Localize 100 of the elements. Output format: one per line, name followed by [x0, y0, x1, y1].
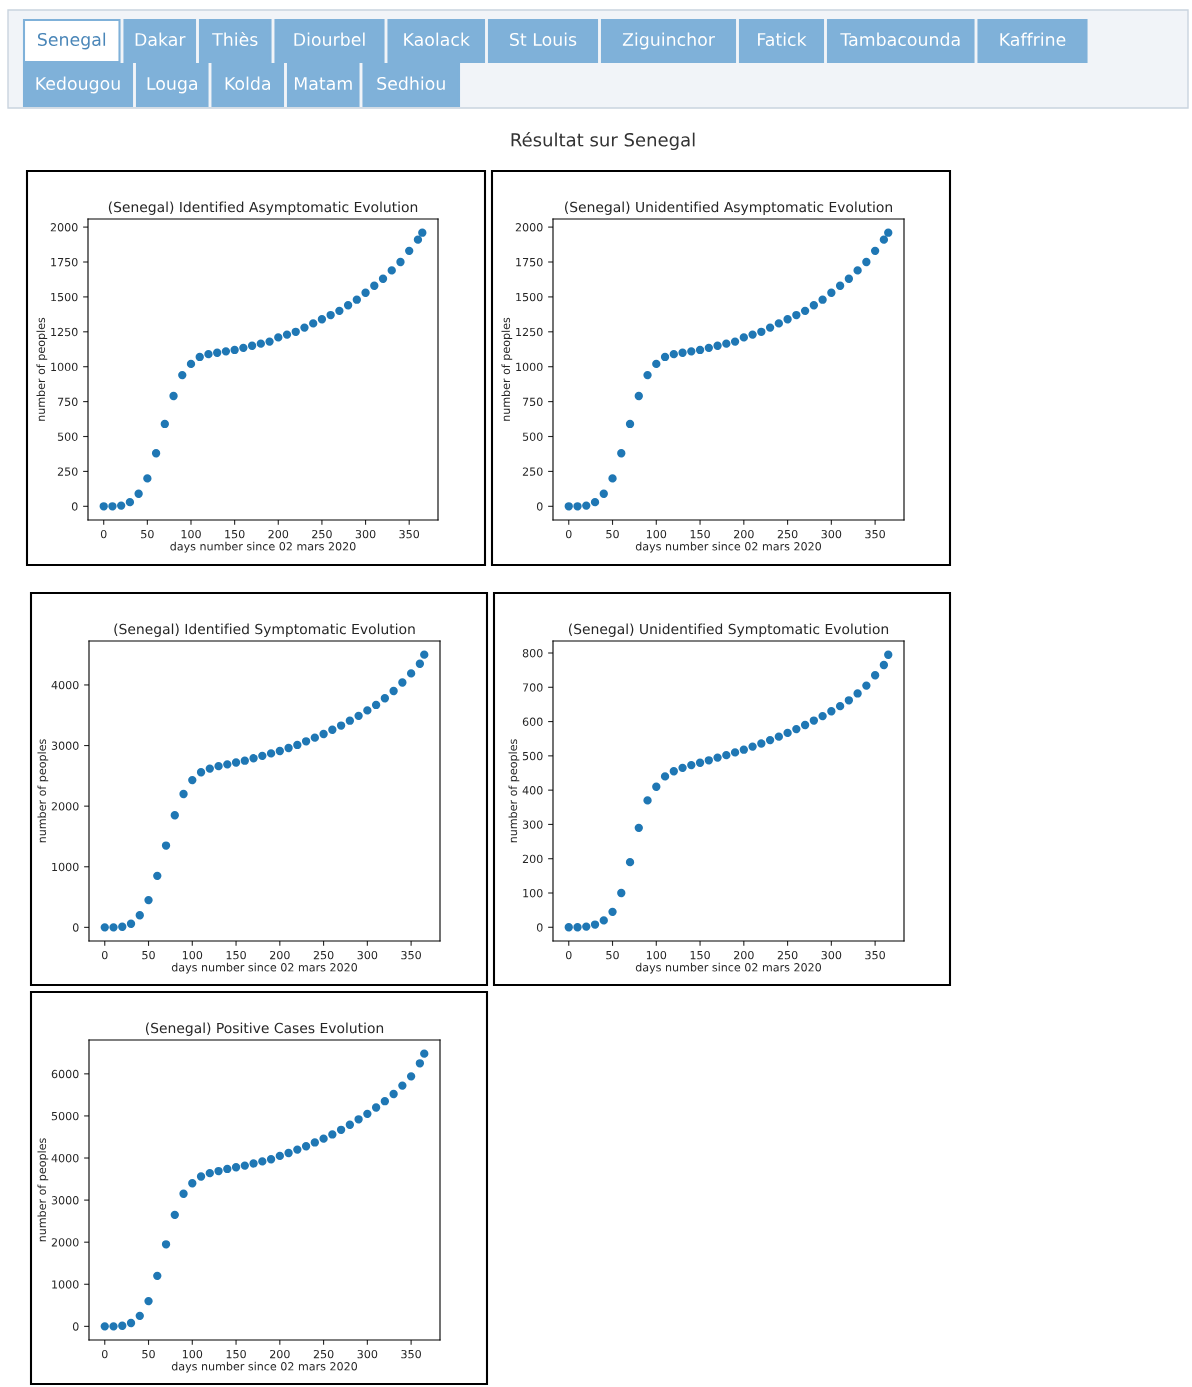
y-tick-label: 600 — [522, 717, 543, 726]
point — [134, 489, 143, 498]
point — [213, 348, 222, 357]
point — [117, 501, 126, 510]
text: Résultat sur Senegal — [511, 131, 695, 151]
point — [126, 919, 136, 928]
point — [599, 489, 608, 498]
point — [196, 1172, 206, 1181]
chart-title: (Senegal) Identified Symptomatic Evolution — [114, 623, 415, 637]
point — [170, 1210, 179, 1219]
point — [420, 1049, 429, 1058]
y-tick-label: 4000 — [51, 1153, 79, 1163]
point — [352, 295, 361, 304]
point — [406, 669, 416, 678]
point — [196, 768, 206, 777]
point — [326, 310, 335, 320]
text: Ziguinchor — [622, 32, 715, 50]
point — [413, 235, 423, 244]
point — [293, 740, 302, 750]
x-tick-label: 350 — [401, 1349, 421, 1359]
point — [153, 1271, 162, 1281]
point — [178, 370, 187, 380]
point — [844, 696, 854, 705]
point — [319, 729, 328, 739]
y-tick-label: 250 — [522, 467, 543, 476]
point — [100, 1322, 109, 1331]
point — [389, 1089, 398, 1099]
point — [361, 288, 370, 297]
text: St Louis — [510, 32, 577, 47]
x-tick-label: 150 — [690, 950, 710, 960]
point — [827, 707, 836, 716]
point — [231, 758, 241, 767]
point — [223, 760, 232, 769]
point — [282, 330, 292, 339]
x-tick-label: 100 — [646, 950, 667, 960]
point — [730, 748, 740, 757]
x-tick-label: 200 — [734, 950, 754, 960]
point — [125, 497, 135, 507]
point — [625, 857, 635, 867]
point — [713, 753, 722, 762]
point — [608, 474, 617, 483]
x-tick-label: 250 — [313, 1349, 334, 1359]
point — [800, 306, 810, 316]
point — [398, 678, 407, 687]
point — [118, 1321, 127, 1330]
y-tick-label: 1500 — [51, 292, 78, 302]
x-tick-label: 150 — [690, 529, 710, 539]
point — [205, 1169, 214, 1178]
point — [335, 306, 344, 316]
y-tick-label: 1000 — [51, 362, 78, 372]
y-tick-label: 400 — [522, 786, 543, 795]
chart-title: (Senegal) Unidentified Symptomatic Evolution — [568, 623, 889, 637]
point — [170, 811, 179, 820]
text: Kolda — [225, 76, 270, 91]
point — [853, 266, 862, 275]
y-axis-title: number of peoples — [501, 317, 513, 421]
y-tick-label: 2000 — [515, 223, 543, 232]
x-tick-label: 250 — [312, 529, 332, 539]
point — [809, 716, 819, 725]
x-tick-label: 150 — [226, 1349, 246, 1359]
point — [625, 419, 635, 429]
text: Kaolack — [404, 32, 470, 47]
y-tick-label: 2000 — [50, 223, 78, 232]
point — [126, 1318, 136, 1328]
point — [739, 333, 748, 342]
point — [783, 315, 792, 324]
x-tick-label: 0 — [101, 950, 108, 960]
x-tick-label: 300 — [821, 529, 842, 539]
point — [301, 1142, 311, 1151]
point — [660, 772, 670, 781]
point — [205, 764, 214, 773]
y-tick-label: 250 — [57, 467, 78, 476]
x-tick-label: 100 — [646, 529, 667, 539]
x-axis-title: days number since 02 mars 2020 — [171, 1361, 358, 1373]
y-axis-title: number of peoples — [508, 739, 520, 843]
point — [284, 1148, 293, 1158]
point — [853, 689, 862, 698]
point — [879, 660, 889, 670]
y-tick-label: 1250 — [51, 327, 78, 337]
point — [144, 1296, 153, 1306]
point — [748, 742, 757, 751]
y-tick-label: 2000 — [51, 802, 79, 811]
x-tick-label: 150 — [226, 950, 246, 960]
x-tick-label: 0 — [101, 1349, 108, 1359]
point — [573, 923, 582, 932]
y-tick-label: 500 — [57, 432, 78, 441]
point — [809, 301, 819, 310]
x-tick-label: 50 — [142, 1349, 155, 1359]
point — [870, 671, 880, 680]
y-tick-label: 1000 — [52, 1280, 79, 1289]
point — [108, 502, 117, 511]
x-axis-title: days number since 02 mars 2020 — [635, 541, 822, 553]
point — [835, 701, 845, 711]
x-tick-label: 50 — [142, 950, 155, 960]
text: Diourbel — [294, 32, 365, 47]
point — [765, 323, 775, 332]
x-tick-label: 50 — [606, 529, 619, 539]
point — [354, 1115, 363, 1124]
point — [230, 345, 239, 355]
x-tick-label: 0 — [100, 529, 107, 539]
